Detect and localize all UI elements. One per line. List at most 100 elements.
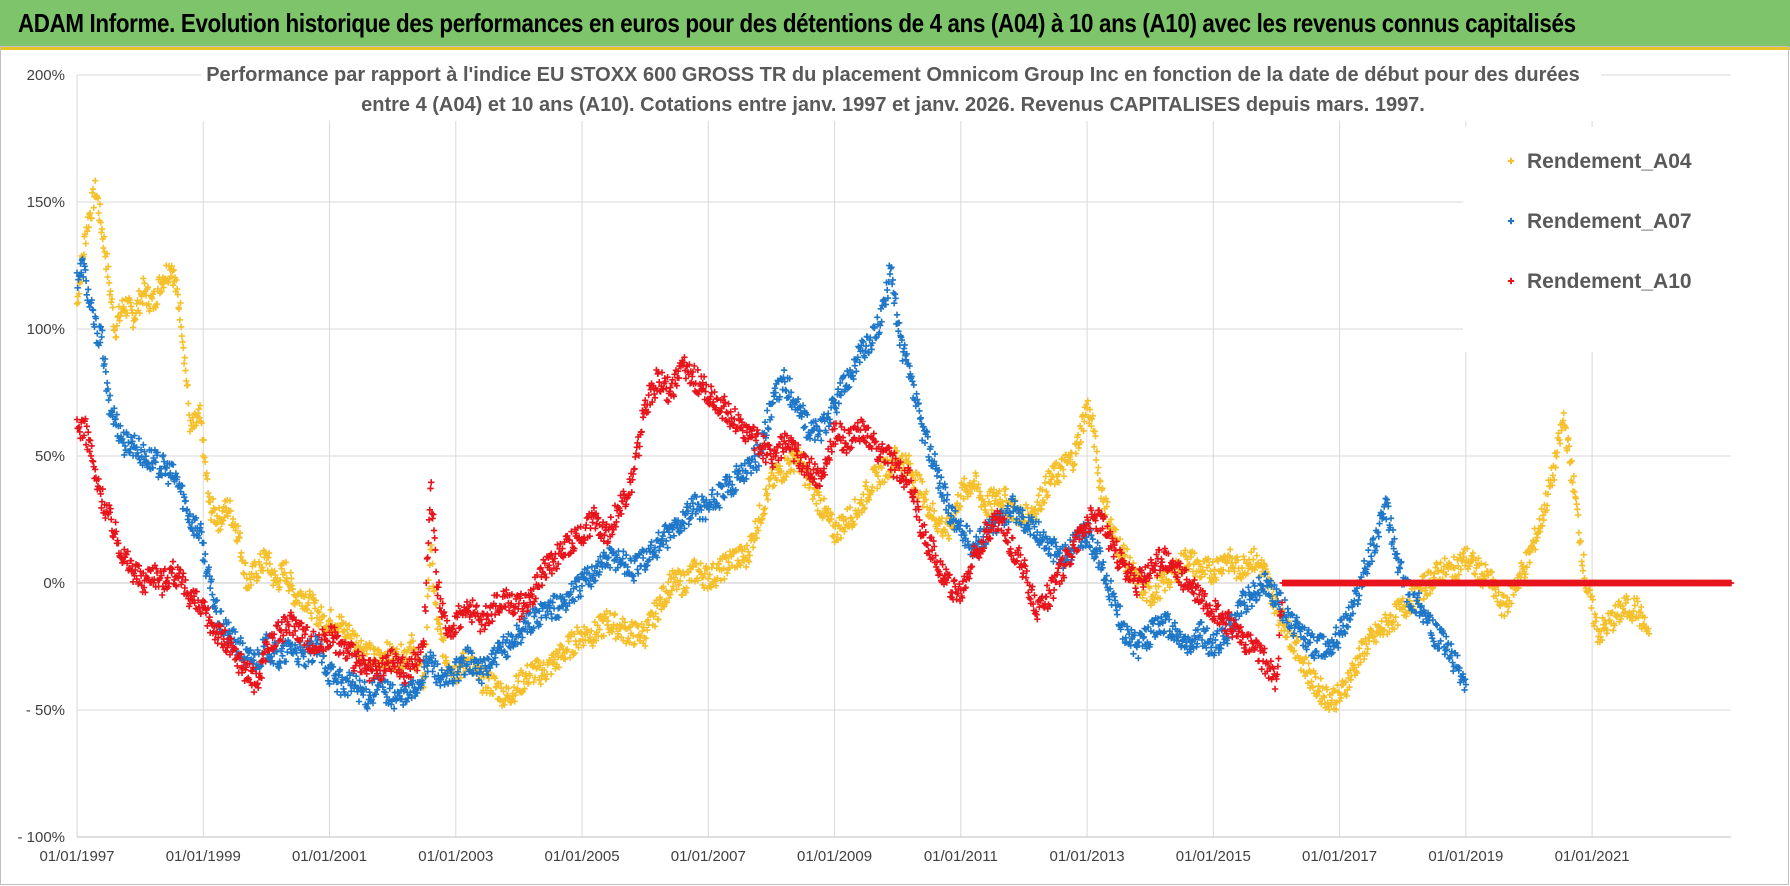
data-point — [1205, 562, 1213, 569]
data-point — [1500, 592, 1507, 599]
data-point — [565, 638, 572, 645]
data-point — [1494, 598, 1501, 605]
data-point — [367, 642, 375, 649]
data-point — [1526, 559, 1533, 566]
data-point — [749, 533, 756, 540]
data-point — [1364, 645, 1371, 653]
data-point — [693, 561, 700, 568]
data-point — [776, 463, 783, 470]
data-point — [938, 474, 945, 481]
data-point — [294, 655, 302, 663]
y-tick-label: 0% — [43, 575, 65, 592]
data-point — [1421, 572, 1428, 579]
data-point — [113, 333, 120, 341]
data-point — [701, 570, 708, 577]
data-point — [1041, 499, 1048, 506]
data-point — [990, 486, 997, 493]
data-point — [101, 355, 109, 363]
data-point — [200, 436, 207, 444]
data-point — [517, 639, 525, 646]
data-point — [105, 279, 113, 287]
data-point — [1575, 529, 1582, 536]
data-point — [1464, 545, 1471, 552]
data-point — [97, 323, 104, 330]
data-point — [683, 584, 690, 591]
data-point — [336, 666, 344, 673]
data-point — [236, 529, 244, 537]
data-point — [127, 445, 134, 453]
data-point — [181, 354, 188, 361]
data-point — [1560, 409, 1567, 417]
data-point — [309, 657, 316, 664]
data-point — [432, 546, 439, 554]
data-point — [745, 548, 752, 555]
data-point — [84, 228, 91, 235]
data-point — [666, 571, 673, 578]
data-point — [933, 472, 941, 480]
data-point — [945, 535, 953, 542]
data-point — [1001, 491, 1009, 499]
data-point — [709, 486, 716, 494]
data-point — [1321, 694, 1328, 701]
data-point — [862, 479, 870, 486]
data-point — [1630, 607, 1637, 615]
data-point — [698, 493, 706, 500]
data-point — [428, 479, 435, 486]
data-point — [154, 285, 162, 293]
data-point — [648, 538, 655, 546]
data-point — [1051, 481, 1058, 488]
data-point — [1381, 627, 1388, 634]
data-point — [1197, 563, 1204, 570]
data-point — [322, 665, 329, 672]
data-point — [180, 344, 187, 351]
data-point — [254, 646, 261, 654]
data-point — [295, 661, 302, 668]
data-point — [1102, 495, 1110, 502]
data-point — [1523, 564, 1531, 571]
data-point — [382, 689, 389, 696]
data-point — [638, 620, 645, 628]
data-point — [588, 627, 595, 634]
data-point — [1574, 511, 1582, 519]
data-point — [312, 597, 319, 604]
data-point — [602, 613, 610, 621]
data-point — [619, 615, 626, 622]
data-point — [1540, 516, 1547, 524]
data-point — [186, 411, 193, 419]
data-point — [1574, 506, 1581, 513]
data-point — [117, 422, 124, 429]
data-point — [195, 406, 202, 413]
data-point — [1570, 473, 1578, 480]
data-point — [169, 282, 177, 289]
data-point — [1532, 546, 1539, 553]
data-point — [564, 646, 571, 653]
data-point — [512, 691, 519, 699]
data-point — [159, 591, 166, 599]
data-point — [1442, 647, 1449, 654]
y-axis: 200%150%100%50%0%- 50%- 100% — [17, 67, 65, 846]
data-point — [152, 459, 159, 466]
data-point — [476, 669, 483, 676]
data-point — [174, 473, 181, 481]
data-point — [88, 442, 95, 450]
data-point — [100, 244, 107, 252]
data-point — [424, 593, 431, 600]
data-point — [1604, 626, 1611, 634]
data-point — [600, 632, 607, 639]
data-point — [239, 640, 246, 647]
data-point — [255, 574, 262, 581]
data-point — [931, 517, 939, 524]
data-point — [454, 668, 462, 675]
data-point — [138, 293, 145, 300]
y-tick-label: 100% — [27, 321, 65, 338]
data-point — [142, 453, 150, 460]
x-tick-label: 01/01/2005 — [544, 848, 619, 865]
data-point — [1126, 554, 1134, 561]
data-point — [397, 641, 405, 648]
data-point — [1153, 589, 1160, 596]
data-point — [631, 640, 638, 648]
data-point — [1544, 502, 1551, 509]
data-point — [281, 569, 288, 576]
data-point — [1638, 603, 1645, 611]
data-point — [149, 464, 156, 471]
